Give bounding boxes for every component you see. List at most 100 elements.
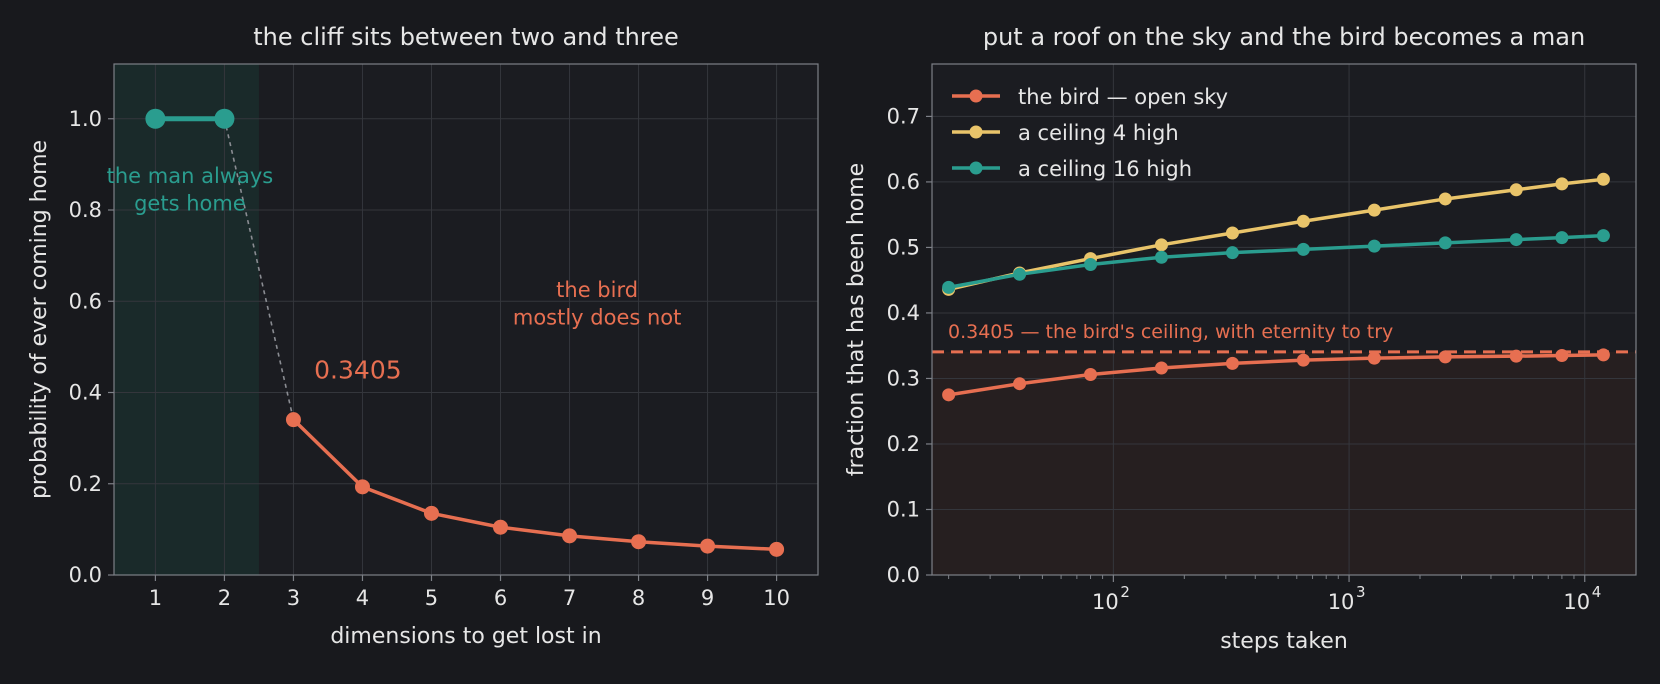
left-chart: 1 2 3 4 5 6 7 8 9 10 0.0 0.2 0.4 0.6 0.8 1.0 the man al… — [27, 23, 819, 649]
right-y-tick-label: 0.4 — [887, 301, 920, 325]
right-data-point — [1225, 356, 1239, 370]
left-chart-title: the cliff sits between two and three — [253, 23, 678, 51]
left-data-point — [769, 541, 785, 557]
left-x-tick-label: 8 — [632, 586, 645, 610]
right-data-point — [1596, 348, 1610, 362]
legend-marker — [969, 161, 983, 175]
right-data-point — [1154, 250, 1168, 264]
left-x-tick-label: 2 — [218, 586, 231, 610]
left-x-tick-label: 7 — [563, 586, 576, 610]
left-data-point — [700, 538, 716, 554]
right-ticks: 10 2 10 3 10 40.00.10.20.30.40.50.60.7 — [887, 104, 1602, 614]
right-x-tick-exponent: 3 — [1356, 583, 1366, 601]
left-annotation-text: the man always — [107, 164, 274, 188]
left-y-tick-label: 0.8 — [69, 198, 102, 222]
left-y-tick-label: 0.0 — [69, 563, 102, 587]
right-data-point — [1555, 349, 1569, 363]
right-reference-label: 0.3405 — the bird's ceiling, with eterni… — [948, 321, 1393, 343]
right-data-point — [1225, 226, 1239, 240]
left-x-tick-label: 3 — [287, 586, 300, 610]
right-data-point — [1013, 267, 1027, 281]
right-data-point — [1596, 172, 1610, 186]
legend-marker — [969, 125, 983, 139]
right-x-tick-label: 10 — [1563, 590, 1590, 614]
right-data-point — [1367, 239, 1381, 253]
left-y-axis-label: probability of ever coming home — [27, 140, 52, 499]
right-x-tick-exponent: 4 — [1592, 583, 1602, 601]
right-data-point — [1596, 229, 1610, 243]
right-data-point — [1296, 353, 1310, 367]
right-data-point — [1296, 242, 1310, 256]
left-data-point — [493, 519, 509, 535]
right-data-point — [1555, 231, 1569, 245]
left-annotation-text: 0.3405 — [314, 355, 401, 384]
right-x-tick-label: 10 — [1328, 590, 1355, 614]
right-data-point — [1084, 368, 1098, 382]
right-data-point — [1013, 377, 1027, 391]
left-annotation-text: gets home — [134, 191, 246, 215]
right-data-point — [942, 280, 956, 294]
left-data-point — [562, 528, 578, 544]
left-x-axis-label: dimensions to get lost in — [330, 624, 601, 649]
right-y-tick-label: 0.0 — [887, 563, 920, 587]
left-y-tick-label: 0.6 — [69, 289, 102, 313]
left-ticks: 1 2 3 4 5 6 7 8 9 10 0.0 0.2 0.4 0.6 0.8 1.0 — [69, 107, 790, 610]
left-x-tick-label: 1 — [149, 586, 162, 610]
right-data-point — [1438, 236, 1452, 250]
right-data-point — [1555, 177, 1569, 191]
left-series-line — [292, 418, 777, 552]
right-x-axis-label: steps taken — [1220, 629, 1348, 654]
right-y-tick-label: 0.3 — [887, 366, 920, 390]
left-x-tick-label: 4 — [356, 586, 369, 610]
right-y-axis-label: fraction that has been home — [844, 163, 869, 476]
right-series — [942, 172, 1610, 402]
left-annotation-text: mostly does not — [513, 306, 682, 330]
left-annotations: the man always gets home the bird mostly do… — [107, 164, 682, 384]
right-chart: 0.3405 — the bird's ceiling, with eterni… — [844, 23, 1637, 654]
right-data-point — [1154, 361, 1168, 375]
left-annotation-text: the bird — [556, 278, 638, 302]
right-data-point — [1438, 350, 1452, 364]
right-data-point — [1296, 214, 1310, 228]
left-axes-frame — [113, 63, 819, 576]
right-x-tick-exponent: 2 — [1120, 583, 1130, 601]
right-y-tick-label: 0.6 — [887, 170, 920, 194]
left-data-point — [145, 108, 166, 129]
right-data-point — [1225, 246, 1239, 260]
right-y-tick-label: 0.5 — [887, 235, 920, 259]
right-data-point — [1367, 203, 1381, 217]
left-data-point — [354, 479, 370, 495]
right-axes-frame — [931, 63, 1637, 576]
right-data-point — [1154, 238, 1168, 252]
left-x-tick-label: 10 — [763, 586, 790, 610]
right-chart-title: put a roof on the sky and the bird becom… — [983, 23, 1585, 51]
left-y-tick-label: 0.2 — [69, 472, 102, 496]
left-series — [145, 108, 785, 557]
right-data-point — [1509, 183, 1523, 197]
left-x-tick-label: 5 — [425, 586, 438, 610]
left-data-point — [631, 534, 647, 550]
right-data-point — [1367, 351, 1381, 365]
right-data-point — [1509, 349, 1523, 363]
legend-label: a ceiling 4 high — [1018, 121, 1179, 145]
legend-label: a ceiling 16 high — [1018, 157, 1192, 181]
right-ceiling-fill — [932, 351, 1636, 575]
left-x-tick-label: 6 — [494, 586, 507, 610]
right-legend: the bird — open sky a ceiling 4 high a cei… — [952, 85, 1228, 181]
right-y-tick-label: 0.7 — [887, 104, 920, 128]
right-y-tick-label: 0.1 — [887, 497, 920, 521]
right-data-point — [1084, 257, 1098, 271]
right-data-point — [942, 388, 956, 402]
legend-label: the bird — open sky — [1018, 85, 1228, 109]
left-cliff-connector — [223, 118, 295, 420]
left-shaded-band — [114, 64, 259, 575]
right-x-tick-label: 10 — [1092, 590, 1119, 614]
left-data-point — [214, 108, 235, 129]
right-data-point — [1438, 192, 1452, 206]
left-y-tick-label: 1.0 — [69, 107, 102, 131]
left-x-tick-label: 9 — [701, 586, 714, 610]
left-y-tick-label: 0.4 — [69, 381, 102, 405]
left-data-point — [423, 505, 439, 521]
left-data-point — [285, 412, 301, 428]
